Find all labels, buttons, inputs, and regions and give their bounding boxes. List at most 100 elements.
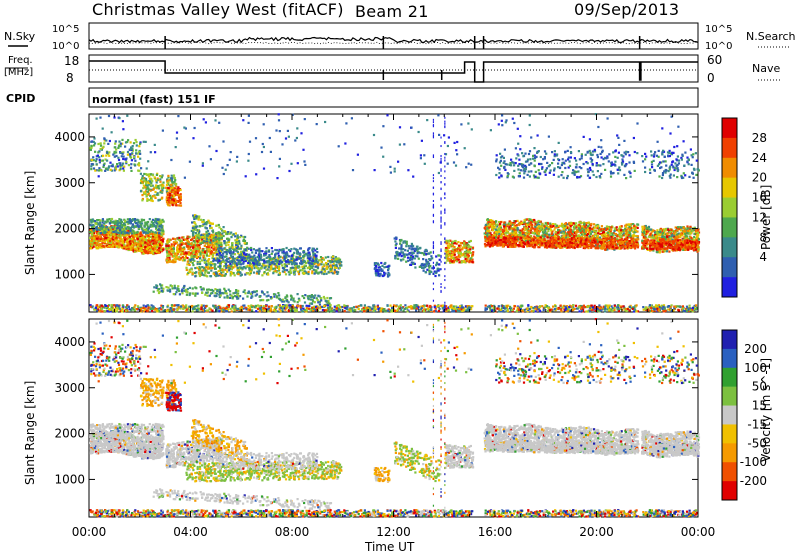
power-cell [221,237,223,239]
power-cell [695,304,697,306]
power-cell [185,252,187,254]
power-cell [564,306,566,308]
power-cell [236,247,238,249]
power-cell [306,309,308,311]
power-cell [115,151,117,153]
power-cell [236,298,238,300]
power-cell [297,256,299,258]
power-cell [112,231,114,233]
power-cell [150,178,152,180]
power-cell [249,309,251,311]
power-cell [203,305,205,307]
power-cell [145,182,147,184]
power-cell [514,305,516,307]
power-cell [212,254,214,256]
power-cell [99,236,101,238]
power-cell [95,227,97,229]
power-cell [350,310,352,312]
power-cell [339,264,341,266]
power-cell [259,305,261,307]
power-cell [135,139,137,141]
power-cell [360,304,362,306]
power-cell [644,308,646,310]
power-cell [161,290,163,292]
power-cell [129,308,131,310]
power-cell [680,306,682,308]
power-cell [167,180,169,182]
power-cell [184,307,186,309]
power-cell [230,236,232,238]
power-cell [221,249,223,251]
power-cell [141,222,143,224]
power-cell [229,263,231,265]
power-cell [133,245,135,247]
power-cell [144,246,146,248]
power-cell [218,260,220,262]
power-cell [173,250,175,252]
power-cell [105,221,107,223]
power-cell [298,273,300,275]
power-cell [622,305,624,307]
power-cell [171,243,173,245]
power-cell [176,308,178,310]
power-cell [280,249,282,251]
power-cell [173,293,175,295]
power-cell [611,305,613,307]
power-cell [154,231,156,233]
power-cell [176,246,178,248]
noise-right-tick-bottom: 10^0 [705,41,732,52]
power-cell [177,304,179,306]
power-cell [364,304,366,306]
power-cell [107,169,109,171]
power-cell [354,309,356,311]
freq-right-tick-bottom: 0 [707,71,715,85]
power-cell [151,221,153,223]
power-cell [312,250,314,252]
power-cell [262,299,264,301]
power-cell [297,293,299,295]
power-cell [145,252,147,254]
power-cell [199,257,201,259]
power-cell [273,296,275,298]
power-cell [123,156,125,158]
power-cell [188,241,190,243]
noise-left-tick-bottom: 10^0 [52,41,79,52]
power-cell [170,253,172,255]
power-cell [260,256,262,258]
power-cell [104,231,106,233]
power-cell [281,261,283,263]
power-cell [230,308,232,310]
power-cell [225,290,227,292]
power-cell [306,307,308,309]
power-cell [268,306,270,308]
power-cell [171,285,173,287]
power-cell [167,255,169,257]
power-cell [236,239,238,241]
power-cell [201,266,203,268]
power-cell [161,221,163,223]
power-cell [485,305,487,307]
power-cell [171,179,173,181]
power-cell [301,269,303,271]
power-cell [231,242,233,244]
power-cell [197,309,199,311]
power-cell [103,310,105,312]
power-cell [216,245,218,247]
power-cell [134,248,136,250]
power-cell [204,261,206,263]
power-cell [127,154,129,156]
power-cell [224,269,226,271]
power-cell [267,310,269,312]
power-cell [531,310,533,312]
power-cell [157,199,159,201]
power-cell [194,275,196,277]
power-cell [642,306,644,308]
power-cell [253,248,255,250]
power-cell [107,238,109,240]
power-cell [226,310,228,312]
power-cell [327,256,329,258]
power-cell [99,244,101,246]
power-cell [331,310,333,312]
power-cell [226,238,228,240]
power-cell [330,264,332,266]
